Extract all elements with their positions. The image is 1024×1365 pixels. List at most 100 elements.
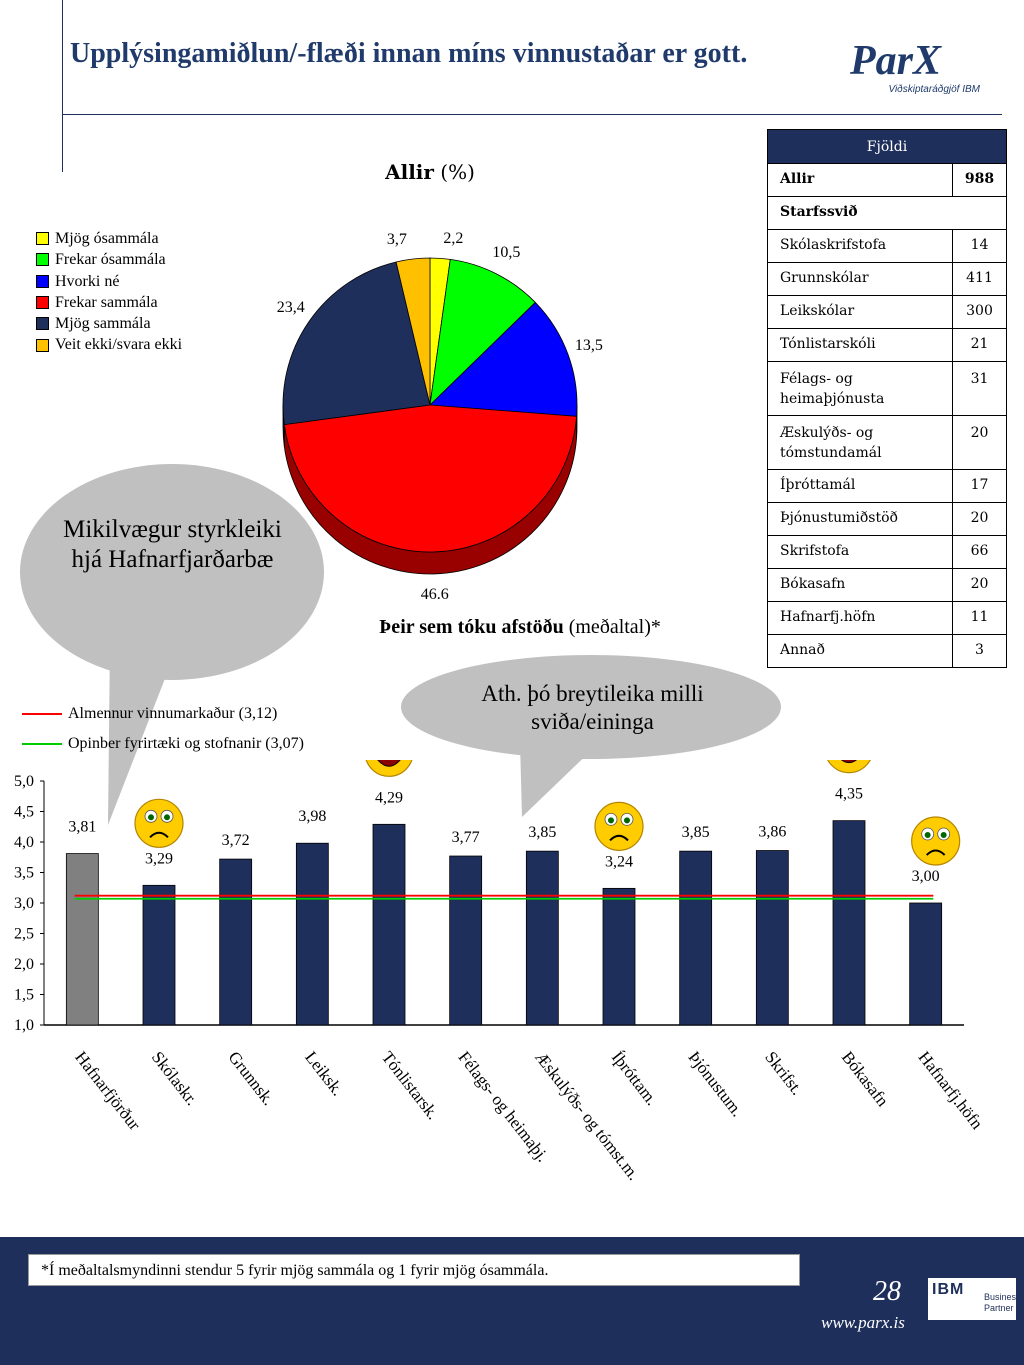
count-table-row-value: 31 — [952, 361, 1007, 416]
speech-bubble-note — [401, 655, 781, 817]
bar — [449, 855, 483, 1026]
pie-slice-label: 13,5 — [574, 337, 603, 355]
y-tick-label: 1,5 — [14, 987, 34, 1004]
count-table-row: Leikskólar 300 — [767, 295, 1007, 329]
pie-slice-label: 23,4 — [276, 299, 305, 317]
pie-legend-swatch — [36, 317, 49, 331]
bar-value-label: 3,29 — [145, 850, 173, 867]
sad-face-icon — [134, 798, 184, 848]
count-table-row: Æskulýðs- og tómstundamál 20 — [767, 415, 1007, 470]
ibm-business-partner-logo: IBM Business Partner — [928, 1278, 1021, 1320]
bar — [525, 850, 559, 1026]
count-table: Fjöldi Allir 988 Starfssvið Skólaskrifst… — [767, 129, 1007, 668]
bar — [679, 850, 713, 1026]
bar-chart: 1,0 1,5 2,0 2,5 3,0 3,5 4,0 4,5 5,0 3,81 Hafnarfjö… — [14, 760, 988, 1184]
count-table-row-label: Tónlistarskóli — [767, 328, 953, 362]
pie-legend-swatch — [36, 338, 49, 352]
pie-slice-label: 10,5 — [492, 244, 521, 262]
logo-word: ParX — [850, 38, 942, 84]
count-table-row-label: Félags- og heimaþjónusta — [767, 361, 953, 416]
count-table-total-label: Allir — [767, 163, 953, 197]
count-table-row-value: 14 — [952, 229, 1007, 263]
pie-chart — [282, 257, 578, 575]
count-table-total-value: 988 — [952, 163, 1007, 197]
count-table-row-value: 20 — [952, 415, 1007, 470]
count-table-row-value: 300 — [952, 295, 1007, 329]
bar — [372, 823, 406, 1026]
x-category-label: Skrifst. — [761, 1048, 807, 1099]
bar — [832, 820, 866, 1026]
legend-label-public: Opinber fyrirtæki og stofnanir (3,07) — [68, 735, 304, 752]
header-horizontal-rule — [62, 114, 1002, 115]
count-table-row: Íþróttamál 17 — [767, 469, 1007, 503]
count-table-row-value: 21 — [952, 328, 1007, 362]
count-table-row-label: Skrifstofa — [767, 535, 953, 569]
pie-legend-label: Veit ekki/svara ekki — [55, 336, 183, 354]
count-table-row: Tónlistarskóli 21 — [767, 328, 1007, 362]
count-table-row-value: 411 — [952, 262, 1007, 296]
pie-slice — [395, 257, 431, 406]
count-table-row-label: Annað — [767, 634, 953, 668]
pie-slice-label: 46.6 — [420, 585, 449, 603]
bar — [909, 902, 943, 1026]
count-table-row-value: 3 — [952, 634, 1007, 668]
happy-face-icon — [827, 760, 871, 774]
pie-legend-swatch — [36, 274, 49, 288]
pie-slice-label: 3,7 — [386, 231, 407, 249]
x-category-label: Hafnarfj.höfn — [915, 1048, 988, 1133]
logo-subtitle: Viðskiptaráðgjöf IBM — [888, 84, 980, 95]
count-table-row: Annað 3 — [767, 634, 1007, 668]
bar-value-label: 3,24 — [605, 853, 633, 870]
count-table-row-value: 11 — [952, 601, 1007, 635]
bar-value-label: 3,77 — [452, 829, 480, 846]
pie-legend-item: Mjög ósammála — [36, 228, 182, 249]
bar-title-bold: Þeir sem tóku afstöðu — [379, 616, 564, 638]
y-tick-label: 4,5 — [14, 804, 34, 821]
bar-value-label: 4,35 — [835, 786, 863, 803]
x-category-label: Tónlistarsk. — [378, 1048, 443, 1123]
pie-slice — [429, 301, 578, 417]
pie-legend-label: Hvorki né — [55, 272, 120, 290]
bar — [219, 858, 253, 1026]
parx-logo: ParX Viðskiptaráðgjöf IBM — [850, 40, 990, 104]
legend-reference-public: Opinber fyrirtæki og stofnanir (3,07) — [22, 735, 304, 753]
sad-face-icon — [911, 816, 961, 866]
header-vertical-rule — [62, 0, 63, 172]
bar-value-label: 3,72 — [222, 832, 250, 849]
pie-chart-title: Allir (%) — [300, 160, 560, 184]
pie-legend-label: Frekar ósammála — [55, 251, 166, 269]
x-category-label: Þjónustum. — [685, 1048, 747, 1120]
sad-face-icon — [594, 801, 644, 851]
pie-title-bold: Allir — [385, 160, 434, 184]
pie-legend: Mjög ósammála Frekar ósammála Hvorki né Fre… — [36, 228, 182, 356]
happy-face-icon — [365, 760, 413, 777]
pie-slice — [282, 261, 431, 426]
count-table-row: Grunnskólar 411 — [767, 262, 1007, 296]
footnote: *Í meðaltalsmyndinni stendur 5 fyrir mjö… — [28, 1254, 800, 1286]
bar-value-label: 3,85 — [528, 824, 556, 841]
bar-value-label: 4,29 — [375, 789, 403, 806]
bar — [602, 887, 636, 1026]
y-tick-label: 5,0 — [14, 773, 34, 790]
pie-legend-item: Veit ekki/svara ekki — [36, 334, 182, 355]
count-table-row-label: Íþróttamál — [767, 469, 953, 503]
count-table-row-value: 20 — [952, 568, 1007, 602]
page-number: 28 — [873, 1276, 901, 1307]
bubble-note-text: Ath. þó breytileika milli sviða/eininga — [481, 681, 704, 734]
count-table-header: Fjöldi — [767, 129, 1007, 164]
count-table-section-label: Starfssvið — [767, 196, 1007, 230]
count-table-row: Skólaskrifstofa 14 — [767, 229, 1007, 263]
y-tick-label: 2,0 — [14, 956, 34, 973]
count-table-row-value: 66 — [952, 535, 1007, 569]
pie-legend-swatch — [36, 296, 49, 310]
pie-legend-item: Hvorki né — [36, 271, 182, 292]
bar-value-label: 3,85 — [682, 824, 710, 841]
count-table-row-label: Hafnarfj.höfn — [767, 601, 953, 635]
count-table-row-label: Leikskólar — [767, 295, 953, 329]
bar-chart-title: Þeir sem tóku afstöðu (meðaltal)* — [300, 616, 740, 639]
y-tick-label: 3,0 — [14, 895, 34, 912]
bar — [142, 884, 176, 1026]
pie-slice — [429, 258, 536, 407]
speech-bubble-strength — [20, 464, 324, 825]
count-table-row-value: 17 — [952, 469, 1007, 503]
